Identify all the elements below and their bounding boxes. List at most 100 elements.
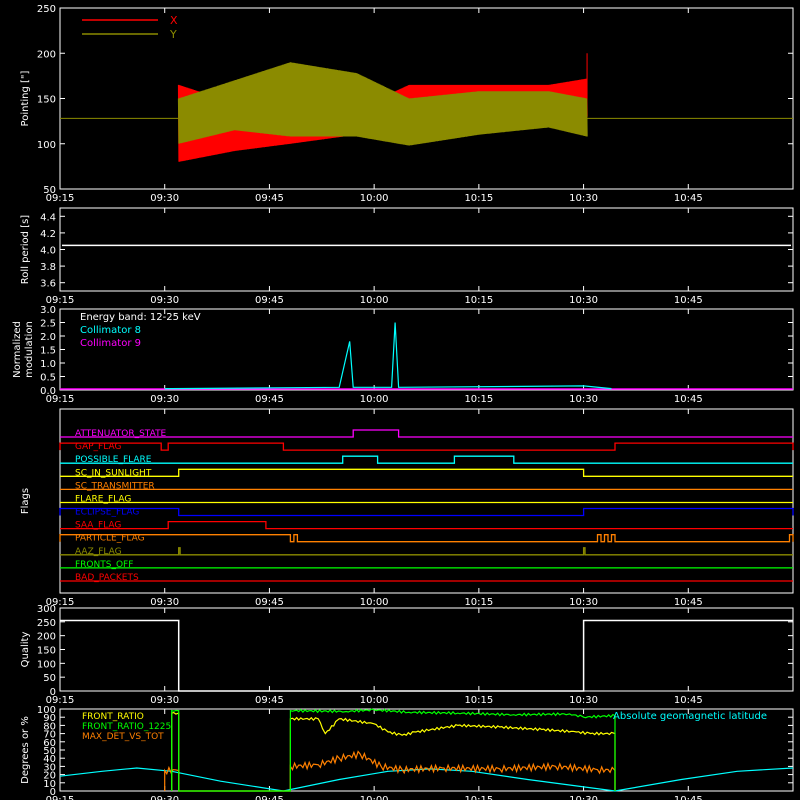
y-tick-label: 200 bbox=[37, 49, 56, 60]
series-line bbox=[164, 750, 616, 792]
flag-row: BAD_PACKETS bbox=[60, 573, 793, 583]
y-axis-label: Pointing ["] bbox=[20, 70, 31, 126]
y-tick-label: 2.0 bbox=[40, 332, 56, 343]
series-line bbox=[171, 711, 616, 792]
flag-row: FRONTS_OFF bbox=[60, 560, 793, 570]
roll-panel: 09:15 09:30 09:45 10:00 10:15 10:30 10:45 3.6 3.… bbox=[20, 207, 794, 306]
legend-label: Collimator 8 bbox=[80, 325, 141, 336]
flag-label: GAP_FLAG bbox=[75, 442, 121, 452]
flag-row: GAP_FLAG bbox=[59, 442, 794, 452]
y-tick-label: 10 bbox=[43, 779, 56, 790]
y-tick-label: 30 bbox=[43, 762, 56, 773]
flag-label: FRONTS_OFF bbox=[75, 560, 133, 570]
x-tick-label: 10:30 bbox=[569, 695, 598, 706]
x-tick-label: 09:15 bbox=[46, 295, 75, 306]
flag-label: SC_IN_SUNLIGHT bbox=[75, 468, 152, 478]
flag-label: POSSIBLE_FLARE bbox=[75, 455, 152, 465]
x-tick-label: 10:30 bbox=[569, 795, 598, 800]
flag-label: ECLIPSE_FLAG bbox=[75, 508, 139, 518]
y-tick-label: 150 bbox=[37, 95, 56, 106]
x-tick-label: 09:45 bbox=[255, 795, 284, 800]
x-tick-label: 10:15 bbox=[464, 695, 493, 706]
y-axis-label: Flags bbox=[20, 488, 31, 514]
y-tick-label: 200 bbox=[37, 632, 56, 643]
y-tick-label: 90 bbox=[43, 713, 56, 724]
x-tick-label: 10:45 bbox=[674, 695, 703, 706]
y-tick-label: 1.0 bbox=[40, 359, 56, 370]
x-tick-label: 09:30 bbox=[150, 695, 179, 706]
legend-label: MAX_DET_VS_TOT bbox=[82, 732, 164, 742]
flag-row: SAA_FLAG bbox=[60, 521, 793, 531]
x-tick-label: 09:30 bbox=[150, 394, 179, 405]
legend-label: Y bbox=[169, 28, 177, 41]
flag-line bbox=[60, 520, 793, 530]
y-tick-label: 4.0 bbox=[40, 246, 56, 257]
pointing-panel: 09:15 09:30 09:45 10:00 10:15 10:30 10:45 50 100… bbox=[20, 4, 794, 204]
y-tick-label: 100 bbox=[37, 140, 56, 151]
flag-row: ATTENUATOR_STATE bbox=[60, 429, 793, 439]
x-tick-label: 10:45 bbox=[674, 394, 703, 405]
x-tick-label: 10:00 bbox=[360, 695, 389, 706]
legend-label: Absolute geomagnetic latitude bbox=[613, 711, 767, 722]
x-tick-label: 10:15 bbox=[464, 597, 493, 608]
y-tick-label: 40 bbox=[43, 754, 56, 765]
ratios-panel: 09:15 09:30 09:45 10:00 10:15 10:30 10:45 01020… bbox=[20, 705, 794, 800]
y-tick-label: 80 bbox=[43, 721, 56, 732]
y-tick-label: 1.5 bbox=[40, 346, 56, 357]
legend-label: Collimator 9 bbox=[80, 338, 141, 349]
y-tick-label: 70 bbox=[43, 730, 56, 741]
modulation-panel: 09:15 09:30 09:45 10:00 10:15 10:30 10:45 0.0 0.… bbox=[12, 305, 794, 405]
x-tick-label: 09:45 bbox=[255, 295, 284, 306]
flag-line bbox=[60, 455, 793, 464]
x-tick-label: 09:45 bbox=[255, 597, 284, 608]
y-tick-label: 20 bbox=[43, 771, 56, 782]
y-tick-label: 60 bbox=[43, 738, 56, 749]
x-tick-label: 10:45 bbox=[674, 795, 703, 800]
y-tick-label: 0.0 bbox=[40, 386, 56, 397]
y-tick-label: 250 bbox=[37, 4, 56, 15]
flags-panel: 09:15 09:30 09:45 10:00 10:15 10:30 10:45 Flags… bbox=[20, 408, 794, 608]
legend-label: X bbox=[170, 14, 178, 27]
flag-row: PARTICLE_FLAG bbox=[59, 534, 794, 544]
x-tick-label: 09:30 bbox=[150, 597, 179, 608]
flag-line bbox=[60, 547, 793, 556]
flags-frame bbox=[59, 408, 794, 594]
x-tick-label: 10:30 bbox=[569, 193, 598, 204]
flag-row: AAZ_FLAG bbox=[60, 547, 793, 557]
x-tick-label: 10:15 bbox=[464, 295, 493, 306]
flag-label: BAD_PACKETS bbox=[75, 573, 139, 583]
series-line bbox=[59, 767, 794, 792]
flag-row: SC_IN_SUNLIGHT bbox=[60, 468, 793, 478]
y-tick-label: 250 bbox=[37, 618, 56, 629]
x-tick-label: 10:00 bbox=[360, 795, 389, 800]
y-axis-label: modulation bbox=[24, 321, 35, 378]
y-tick-label: 0.5 bbox=[40, 373, 56, 384]
flag-label: FLARE_FLAG bbox=[75, 494, 131, 504]
flag-row: POSSIBLE_FLARE bbox=[60, 455, 793, 465]
x-tick-label: 10:30 bbox=[569, 394, 598, 405]
flag-line bbox=[59, 442, 794, 451]
flag-line bbox=[60, 468, 793, 477]
x-tick-label: 10:15 bbox=[464, 193, 493, 204]
flag-label: ATTENUATOR_STATE bbox=[75, 429, 167, 439]
y-tick-label: 4.4 bbox=[40, 212, 56, 223]
flag-row: FLARE_FLAG bbox=[60, 494, 793, 504]
quality-panel: 09:15 09:30 09:45 10:00 10:15 10:30 10:45 0 50 10… bbox=[20, 604, 794, 706]
y-tick-label: 2.5 bbox=[40, 319, 56, 330]
x-tick-label: 10:45 bbox=[674, 597, 703, 608]
x-tick-label: 09:15 bbox=[46, 394, 75, 405]
flag-label: PARTICLE_FLAG bbox=[75, 534, 145, 544]
y-axis-label: Degrees or % bbox=[20, 716, 31, 784]
legend-title: Energy band: 12-25 keV bbox=[80, 312, 201, 323]
legend-label: FRONT_RATIO bbox=[82, 712, 144, 722]
y-tick-label: 3.8 bbox=[40, 262, 56, 273]
x-tick-label: 09:45 bbox=[255, 193, 284, 204]
flag-row: ECLIPSE_FLAG bbox=[59, 508, 794, 518]
y-axis-label: Roll period [s] bbox=[20, 215, 31, 284]
x-tick-label: 10:00 bbox=[360, 295, 389, 306]
x-tick-label: 09:45 bbox=[255, 695, 284, 706]
x-tick-label: 09:30 bbox=[150, 295, 179, 306]
x-tick-label: 10:45 bbox=[674, 295, 703, 306]
flag-label: SC_TRANSMITTER bbox=[75, 481, 155, 491]
